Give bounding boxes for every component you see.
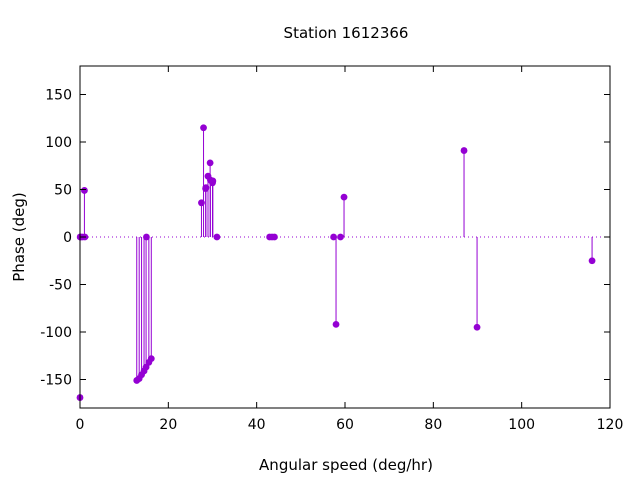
- y-tick-label-2: -50: [49, 278, 72, 294]
- y-axis-label: Phase (deg): [10, 192, 28, 282]
- y-tick-label-4: 50: [54, 183, 72, 199]
- data-point-14: [198, 199, 205, 207]
- data-point-32: [473, 323, 481, 331]
- y-tick-label-6: 150: [45, 88, 72, 104]
- data-point-29: [337, 233, 344, 241]
- data-point-15: [200, 124, 207, 132]
- data-point-17: [202, 184, 210, 192]
- y-tick-label-1: -100: [40, 325, 72, 341]
- y-tick-label-3: 0: [63, 230, 72, 246]
- data-point-30: [340, 193, 348, 201]
- data-point-27: [330, 233, 338, 241]
- data-point-19: [206, 159, 214, 167]
- data-point-31: [460, 147, 468, 154]
- x-tick-label-4: 80: [424, 417, 442, 433]
- chart-title: Station 1612366: [284, 24, 409, 42]
- x-tick-label-1: 20: [159, 417, 177, 433]
- x-axis-label: Angular speed (deg/hr): [259, 456, 433, 474]
- x-tick-label-3: 60: [336, 417, 354, 433]
- data-point-26: [271, 233, 278, 241]
- data-point-4: [81, 187, 88, 194]
- data-point-28: [332, 321, 340, 328]
- data-point-11: [143, 233, 150, 241]
- y-tick-label-0: -150: [40, 373, 72, 389]
- data-point-23: [213, 233, 221, 241]
- x-tick-label-5: 100: [508, 417, 535, 433]
- data-point-33: [588, 257, 596, 265]
- data-point-22: [209, 177, 217, 185]
- data-point-13: [147, 355, 155, 362]
- y-tick-label-5: 100: [45, 135, 72, 151]
- x-tick-label-0: 0: [76, 417, 85, 433]
- x-tick-label-2: 40: [248, 417, 266, 433]
- x-tick-label-6: 120: [597, 417, 624, 433]
